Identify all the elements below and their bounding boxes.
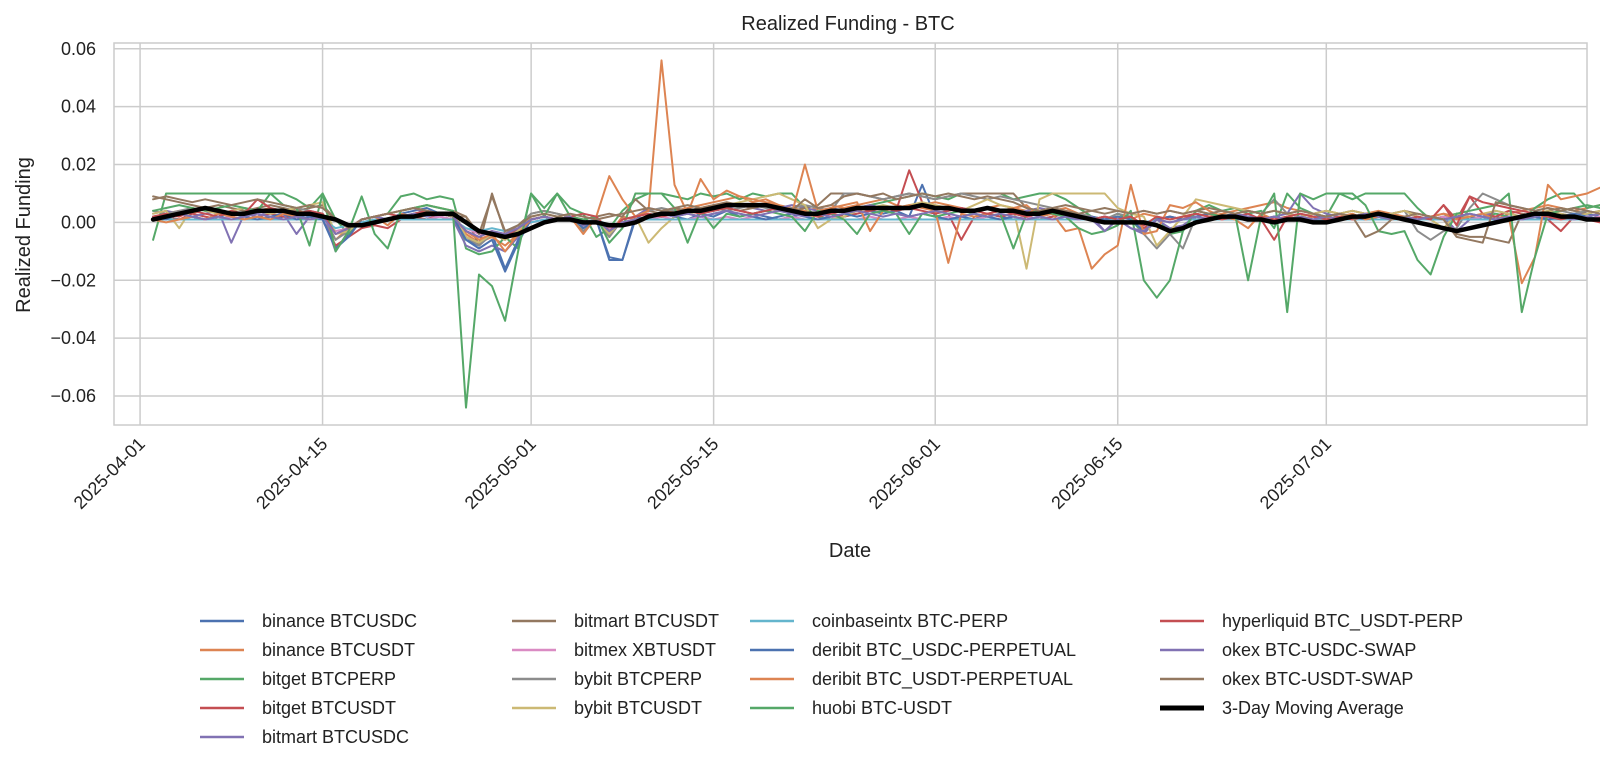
x-axis-ticks: 2025-04-01 2025-04-15 2025-05-01 2025-05-15… bbox=[70, 434, 1335, 513]
chart-title: Realized Funding - BTC bbox=[741, 13, 954, 35]
y-tick-label: 0.04 bbox=[61, 97, 96, 117]
legend: binance BTCUSDC binance BTCUSDT bitget BTC… bbox=[200, 611, 1463, 747]
grid bbox=[114, 43, 1587, 425]
legend-label: bitget BTCPERP bbox=[262, 669, 396, 689]
legend-label: bitmart BTCUSDT bbox=[574, 611, 719, 631]
y-axis-label: Realized Funding bbox=[13, 157, 35, 313]
y-axis-ticks: 0.06 0.04 0.02 0.00 −0.02 −0.04 −0.06 bbox=[50, 39, 96, 406]
y-tick-label: 0.06 bbox=[61, 39, 96, 59]
legend-label: deribit BTC_USDC-PERPETUAL bbox=[812, 640, 1076, 661]
y-tick-label: −0.02 bbox=[50, 270, 96, 290]
legend-label: bitmex XBTUSDT bbox=[574, 640, 716, 660]
legend-label: bitget BTCUSDT bbox=[262, 698, 396, 718]
legend-label: deribit BTC_USDT-PERPETUAL bbox=[812, 669, 1073, 690]
y-tick-label: 0.02 bbox=[61, 155, 96, 175]
x-tick-label: 2025-04-01 bbox=[70, 434, 149, 513]
legend-label: okex BTC-USDC-SWAP bbox=[1222, 640, 1416, 660]
legend-label: hyperliquid BTC_USDT-PERP bbox=[1222, 611, 1463, 632]
series-line bbox=[152, 192, 1600, 244]
legend-label: bitmart BTCUSDC bbox=[262, 727, 409, 747]
plot-frame bbox=[113, 42, 1588, 426]
x-tick-label: 2025-06-01 bbox=[865, 434, 944, 513]
series-line bbox=[152, 59, 1600, 285]
series-line bbox=[150, 202, 1600, 240]
legend-label: bybit BTCPERP bbox=[574, 669, 702, 689]
x-tick-label: 2025-06-15 bbox=[1047, 434, 1126, 513]
legend-label: binance BTCUSDT bbox=[262, 640, 415, 660]
series-layer bbox=[150, 59, 1600, 409]
y-tick-label: −0.06 bbox=[50, 386, 96, 406]
legend-label: huobi BTC-USDT bbox=[812, 698, 952, 718]
legend-label: coinbaseintx BTC-PERP bbox=[812, 611, 1008, 631]
legend-label: 3-Day Moving Average bbox=[1222, 698, 1404, 718]
x-tick-label: 2025-05-01 bbox=[461, 434, 540, 513]
legend-label: bybit BTCUSDT bbox=[574, 698, 702, 718]
x-tick-label: 2025-04-15 bbox=[252, 434, 331, 513]
x-tick-label: 2025-07-01 bbox=[1256, 434, 1335, 513]
x-axis-label: Date bbox=[829, 540, 871, 562]
y-tick-label: −0.04 bbox=[50, 328, 96, 348]
legend-label: okex BTC-USDT-SWAP bbox=[1222, 669, 1413, 689]
y-tick-label: 0.00 bbox=[61, 212, 96, 232]
legend-label: binance BTCUSDC bbox=[262, 611, 417, 631]
x-tick-label: 2025-05-15 bbox=[643, 434, 722, 513]
series-line bbox=[152, 218, 1600, 233]
